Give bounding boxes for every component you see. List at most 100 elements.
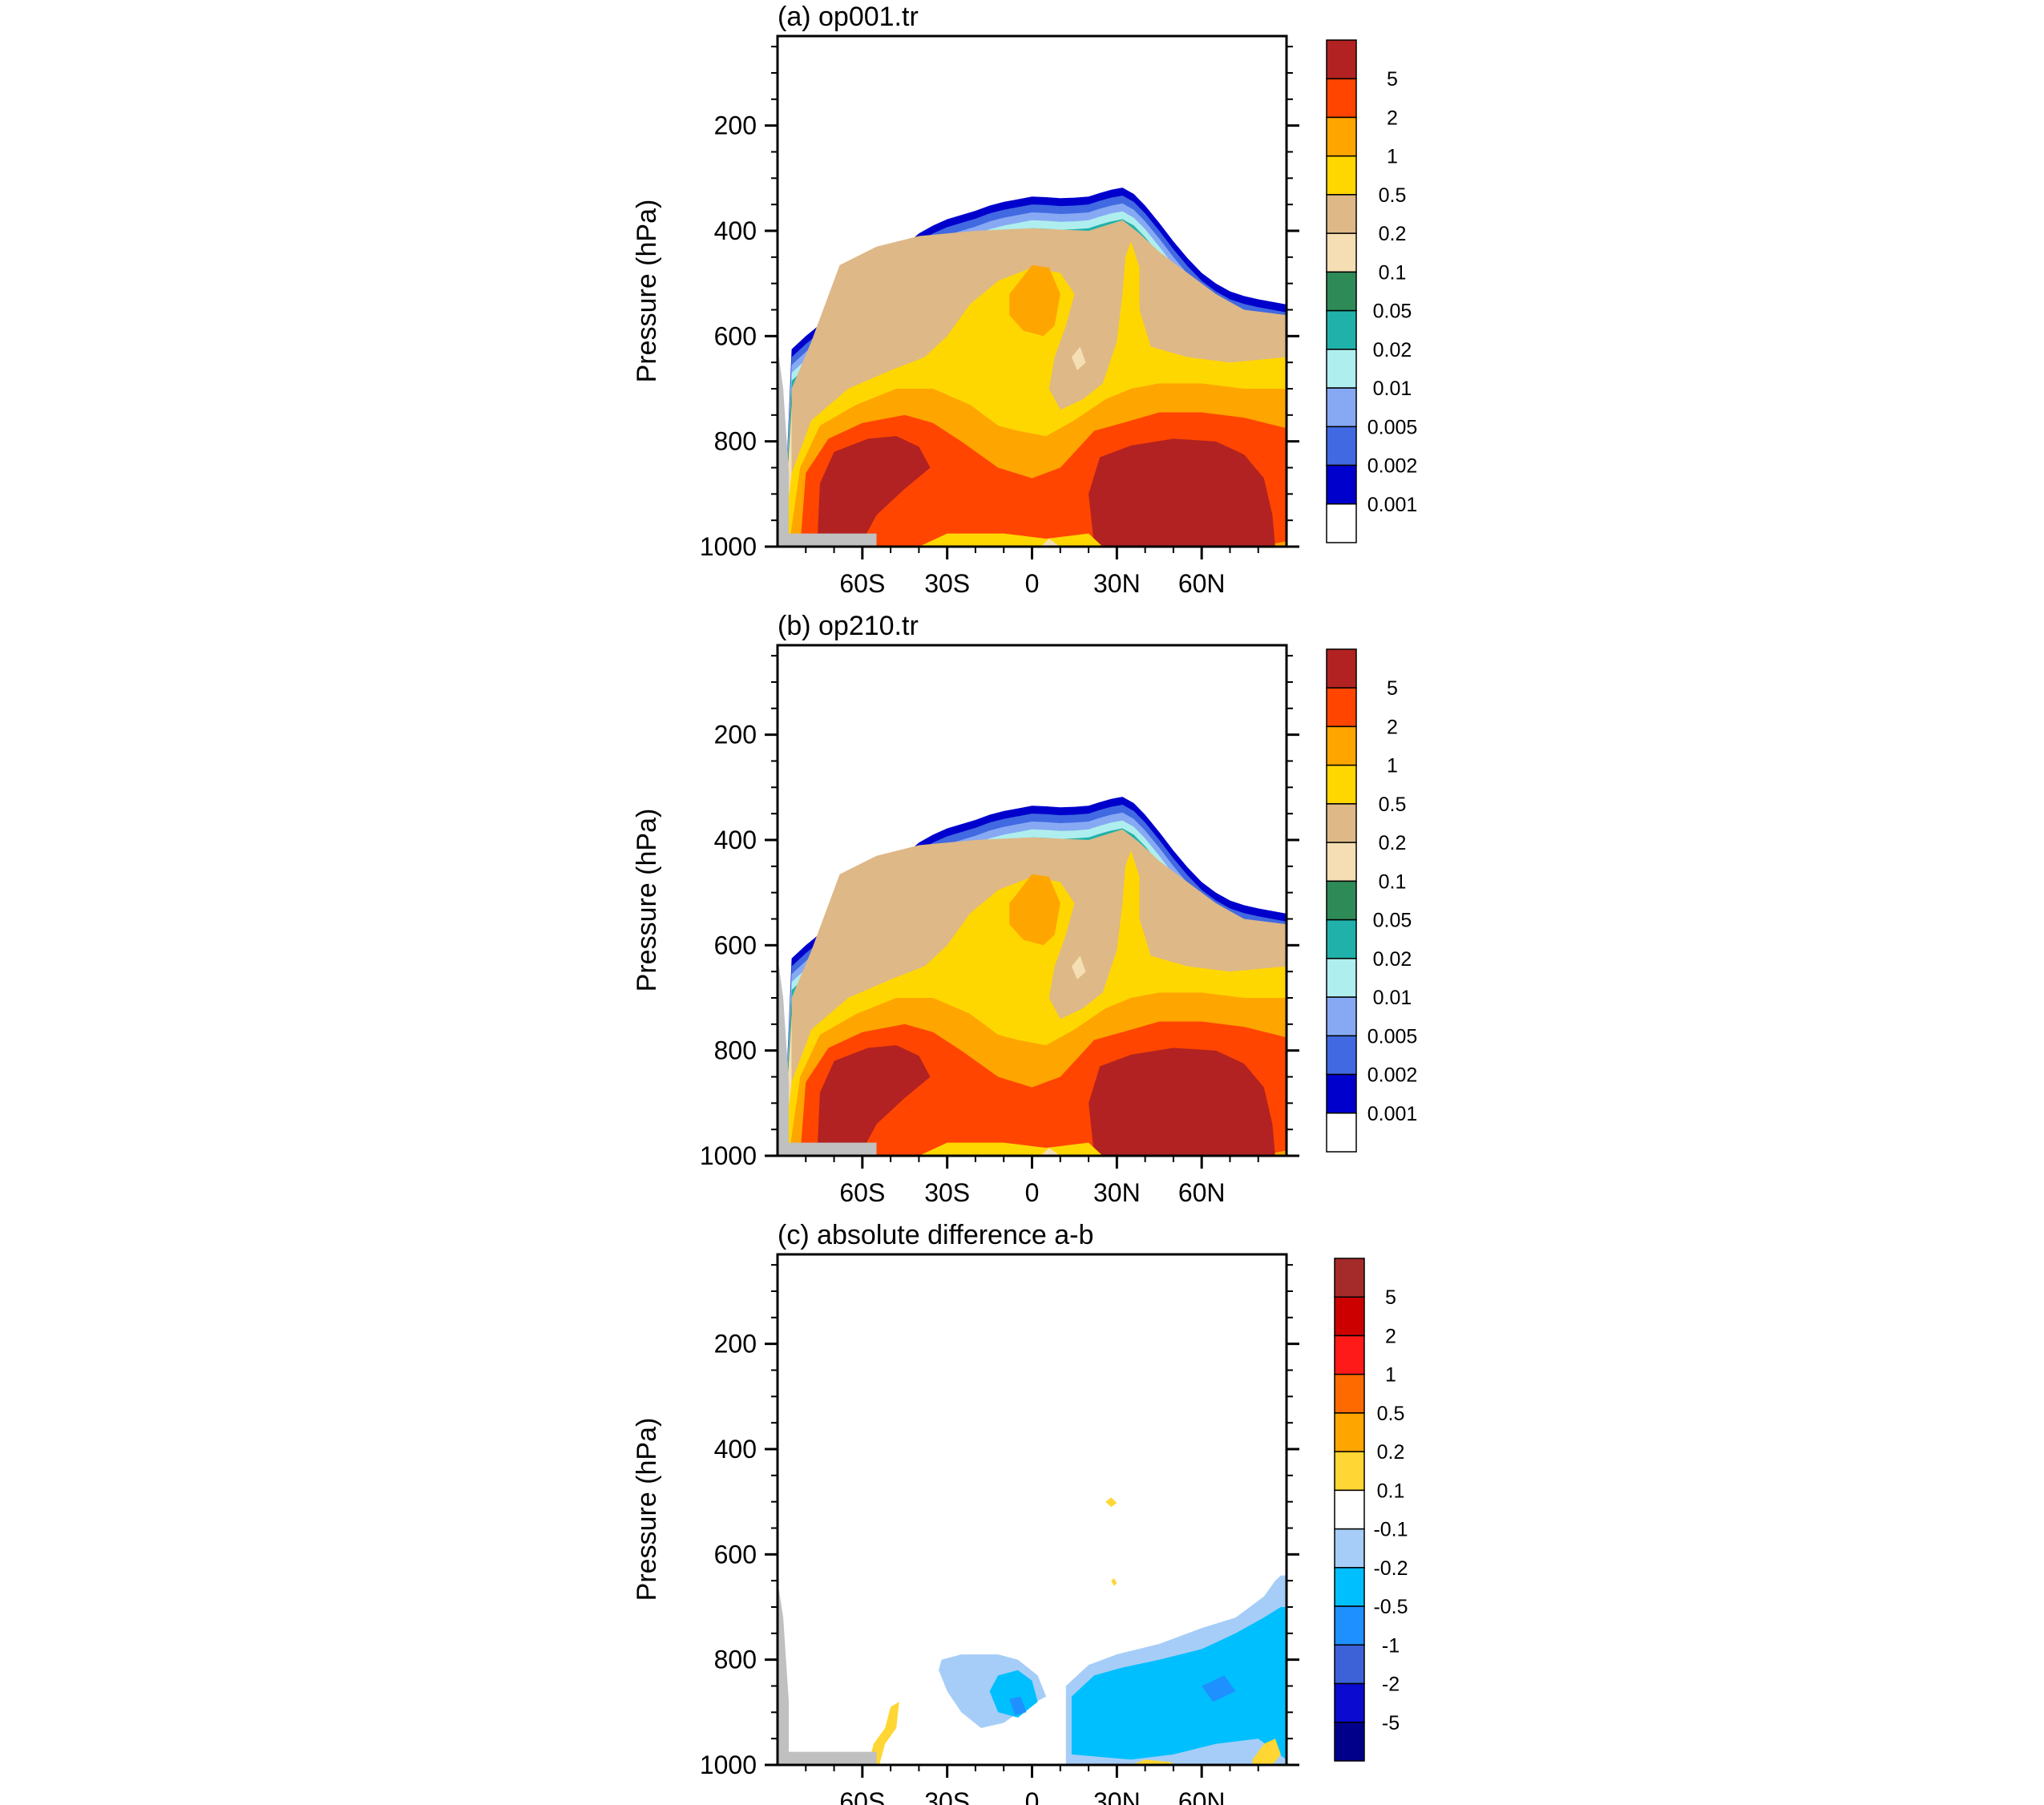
colorbar-swatch bbox=[1326, 842, 1357, 882]
colorbar-swatch bbox=[1334, 1528, 1365, 1569]
colorbar-swatch bbox=[1326, 426, 1357, 466]
colorbar-label: 0.1 bbox=[1379, 261, 1407, 284]
colorbar-label: 0.005 bbox=[1367, 1025, 1418, 1048]
panel-b-axes: 200 400 600 800 1000 60S 30S 0 30N 60N bbox=[700, 655, 1299, 1207]
y-tick-label: 200 bbox=[714, 721, 757, 749]
diff-pos-ne bbox=[1252, 1738, 1281, 1765]
x-tick-label: 0 bbox=[1025, 1178, 1040, 1207]
panel-a-ylabel: Pressure (hPa) bbox=[632, 200, 662, 383]
colorbar-swatch bbox=[1334, 1373, 1365, 1414]
contour-core-orange bbox=[1009, 264, 1060, 337]
x-tick-label: 60N bbox=[1178, 1787, 1226, 1805]
colorbar-swatch bbox=[1334, 1489, 1365, 1530]
colorbar-swatch bbox=[1334, 1412, 1365, 1452]
colorbar-swatch bbox=[1326, 503, 1357, 543]
topography bbox=[778, 346, 877, 547]
colorbar-swatch bbox=[1326, 958, 1357, 998]
colorbar-swatch bbox=[1326, 116, 1357, 157]
colorbar-label: 0.1 bbox=[1377, 1480, 1405, 1502]
contour-patch bbox=[1071, 346, 1086, 370]
colorbar-label: -2 bbox=[1382, 1674, 1400, 1696]
colorbar-swatch bbox=[1326, 232, 1357, 273]
diff-pos-bottom bbox=[1131, 1759, 1173, 1765]
diff-dot-2 bbox=[1111, 1577, 1117, 1586]
colorbar-swatch bbox=[1326, 78, 1357, 119]
y-tick-label: 600 bbox=[714, 931, 757, 959]
colorbar-swatch bbox=[1326, 271, 1357, 312]
y-tick-label: 1000 bbox=[700, 532, 757, 561]
colorbar-label: 1 bbox=[1385, 1364, 1396, 1387]
colorbar-label: 2 bbox=[1387, 716, 1398, 738]
panel-c-ylabel: Pressure (hPa) bbox=[632, 1418, 662, 1601]
colorbar-label: 0.2 bbox=[1379, 832, 1407, 854]
colorbar-swatch bbox=[1326, 648, 1357, 688]
x-tick-label: 30S bbox=[924, 1178, 970, 1207]
colorbar-label: 0.5 bbox=[1379, 793, 1407, 816]
x-tick-label: 30N bbox=[1093, 569, 1141, 598]
x-tick-label: 60S bbox=[839, 1178, 885, 1207]
colorbar-label: 0.02 bbox=[1373, 339, 1412, 361]
colorbar-label: 0.02 bbox=[1373, 948, 1412, 971]
panel-c: (c) absolute difference a-b 200 400 600 800… bbox=[632, 1220, 1408, 1805]
colorbar-label: 0.005 bbox=[1367, 416, 1418, 438]
colorbar-swatch bbox=[1326, 764, 1357, 805]
colorbar-swatch bbox=[1326, 803, 1357, 843]
panel-b: (b) op210.tr 200 400 600 800 1000 60S 30S 0 30N 6… bbox=[632, 611, 1417, 1207]
panel-b-ylabel: Pressure (hPa) bbox=[632, 809, 662, 992]
colorbar-swatch bbox=[1326, 387, 1357, 428]
x-tick-label: 60N bbox=[1178, 569, 1226, 598]
y-tick-label: 400 bbox=[714, 216, 757, 245]
colorbar-label: 0.05 bbox=[1373, 910, 1412, 932]
colorbar-label: 0.2 bbox=[1379, 223, 1407, 245]
colorbar-label: 1 bbox=[1387, 755, 1398, 777]
panel-c-axes: 200 400 600 800 1000 60S 30S 0 30N 60N bbox=[700, 1264, 1299, 1805]
colorbar-label: 5 bbox=[1387, 677, 1398, 700]
colorbar-label: 0.002 bbox=[1367, 1064, 1418, 1087]
panel-b-title: (b) op210.tr bbox=[778, 611, 919, 641]
colorbar-label: 0.002 bbox=[1367, 455, 1418, 478]
colorbar-label: -0.5 bbox=[1373, 1596, 1408, 1618]
colorbar-label: 0.2 bbox=[1377, 1441, 1405, 1464]
colorbar-swatch bbox=[1326, 349, 1357, 389]
colorbar-swatch bbox=[1326, 1112, 1357, 1153]
colorbar-swatch bbox=[1326, 725, 1357, 766]
contour-core-nh bbox=[1089, 438, 1275, 547]
contour-bottom-pale bbox=[1040, 539, 1060, 547]
x-tick-label: 60S bbox=[839, 569, 885, 598]
contour-bottom-yellow bbox=[919, 1142, 1103, 1156]
colorbar-label: -1 bbox=[1382, 1634, 1400, 1657]
colorbar-swatch bbox=[1334, 1682, 1365, 1723]
colorbar-label: 5 bbox=[1387, 68, 1398, 91]
colorbar-label: 0.1 bbox=[1379, 870, 1407, 893]
contour-bottom-pale bbox=[1040, 1148, 1060, 1156]
colorbar-swatch bbox=[1326, 155, 1357, 196]
contour-core-sh bbox=[817, 1045, 931, 1156]
colorbar-label: 5 bbox=[1385, 1286, 1396, 1309]
panel-c-contours bbox=[778, 1497, 1287, 1765]
colorbar-swatch bbox=[1326, 1035, 1357, 1076]
x-tick-label: 60N bbox=[1178, 1178, 1226, 1207]
colorbar-swatch bbox=[1334, 1451, 1365, 1492]
colorbar-swatch bbox=[1326, 996, 1357, 1037]
colorbar-swatch bbox=[1334, 1258, 1365, 1298]
panel-c-colorbar: 5 2 1 0.5 0.2 0.1 -0.1 -0.2 -0.5 -1 -2 -5 bbox=[1334, 1258, 1408, 1762]
diff-speck-2 bbox=[1202, 1675, 1236, 1702]
colorbar-label: 2 bbox=[1387, 107, 1398, 129]
colorbar-swatch bbox=[1326, 919, 1357, 959]
colorbar-label: 0.01 bbox=[1373, 987, 1412, 1009]
y-tick-label: 600 bbox=[714, 321, 757, 350]
colorbar-label: 0.05 bbox=[1373, 301, 1412, 323]
colorbar-swatch bbox=[1334, 1567, 1365, 1607]
panel-a-colorbar: 5 2 1 0.5 0.2 0.1 0.05 0.02 0.01 0.005 0.002 0.001 bbox=[1326, 39, 1418, 543]
diff-band-nh-mid bbox=[1071, 1607, 1287, 1760]
y-tick-label: 1000 bbox=[700, 1141, 757, 1170]
colorbar-label: -0.1 bbox=[1373, 1519, 1408, 1541]
panel-a-contours bbox=[778, 188, 1287, 547]
colorbar-swatch bbox=[1334, 1296, 1365, 1337]
colorbar-swatch bbox=[1334, 1722, 1365, 1762]
panel-b-colorbar: 5 2 1 0.5 0.2 0.1 0.05 0.02 0.01 0.005 0.002 0.001 bbox=[1326, 648, 1418, 1153]
colorbar-label: 0.001 bbox=[1367, 1103, 1418, 1125]
colorbar-swatch bbox=[1334, 1644, 1365, 1685]
colorbar-swatch bbox=[1334, 1605, 1365, 1646]
colorbar-swatch bbox=[1326, 464, 1357, 505]
